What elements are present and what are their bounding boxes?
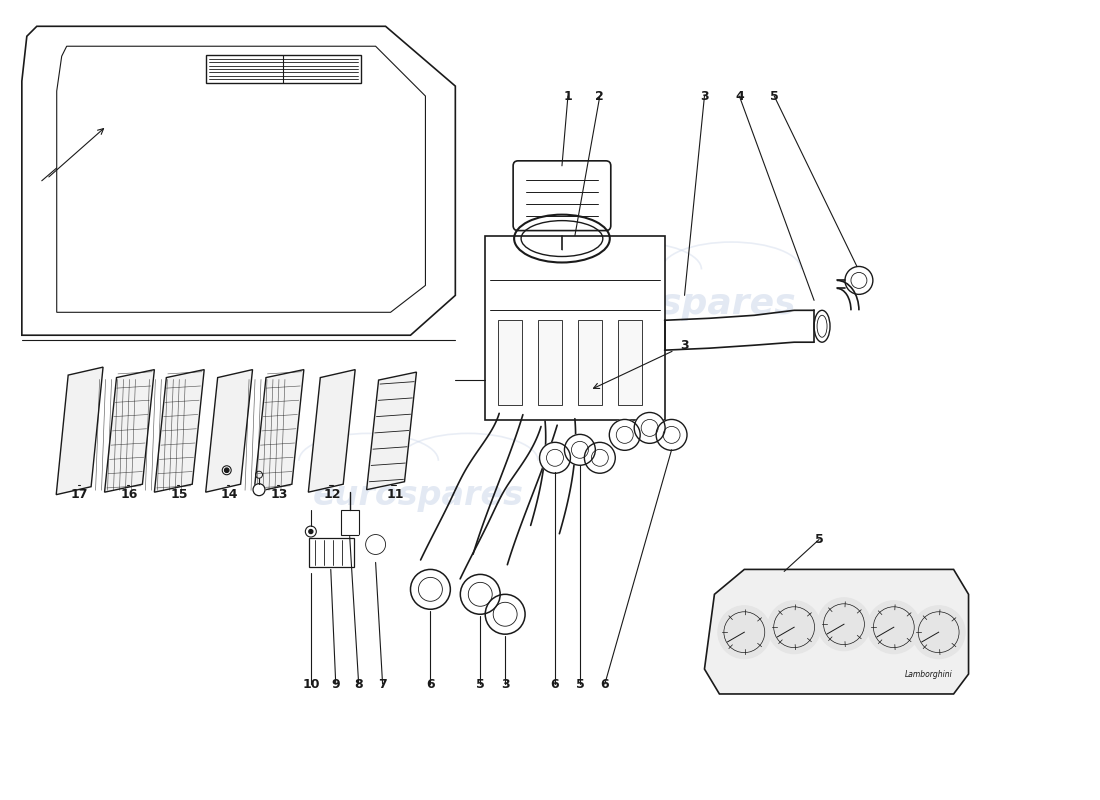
Text: 13: 13	[271, 488, 287, 501]
Circle shape	[539, 442, 571, 474]
Text: 8: 8	[354, 678, 363, 690]
Polygon shape	[57, 46, 426, 312]
Circle shape	[845, 266, 873, 294]
Circle shape	[222, 466, 231, 474]
Text: 3: 3	[680, 338, 689, 352]
Ellipse shape	[814, 310, 830, 342]
Text: 7: 7	[378, 678, 387, 690]
Bar	[485, 235, 664, 420]
Circle shape	[912, 606, 965, 658]
Polygon shape	[366, 372, 417, 490]
Circle shape	[510, 250, 530, 270]
Text: 5: 5	[575, 678, 584, 690]
Text: 3: 3	[700, 90, 708, 102]
Polygon shape	[308, 370, 355, 492]
Circle shape	[868, 601, 921, 654]
Text: 5: 5	[476, 678, 485, 690]
Text: Lamborghini: Lamborghini	[905, 670, 953, 678]
Text: 5: 5	[770, 90, 779, 102]
Text: 11: 11	[387, 488, 405, 501]
Text: eurospares: eurospares	[314, 479, 524, 512]
Text: 4: 4	[735, 90, 744, 102]
Circle shape	[718, 606, 771, 658]
Text: 14: 14	[220, 488, 238, 501]
Bar	[341, 510, 359, 534]
Circle shape	[635, 413, 666, 443]
Polygon shape	[56, 367, 103, 494]
FancyBboxPatch shape	[513, 161, 610, 230]
Polygon shape	[704, 570, 968, 694]
Circle shape	[358, 526, 394, 562]
Text: 6: 6	[426, 678, 434, 690]
Text: 10: 10	[302, 678, 320, 690]
Polygon shape	[254, 370, 304, 492]
Text: 17: 17	[70, 488, 88, 501]
Text: eurospares: eurospares	[568, 287, 796, 322]
Text: 6: 6	[551, 678, 559, 690]
Bar	[578, 320, 602, 405]
Text: 12: 12	[324, 488, 341, 501]
Text: eurospares: eurospares	[79, 287, 308, 322]
Circle shape	[590, 250, 609, 270]
Bar	[618, 320, 641, 405]
Bar	[498, 320, 522, 405]
Circle shape	[584, 442, 615, 474]
Circle shape	[817, 598, 870, 650]
Circle shape	[485, 594, 525, 634]
Circle shape	[768, 601, 821, 654]
Text: 16: 16	[121, 488, 139, 501]
Bar	[309, 538, 354, 567]
Polygon shape	[104, 370, 154, 492]
Circle shape	[224, 468, 229, 473]
Polygon shape	[154, 370, 205, 492]
Text: 2: 2	[595, 90, 604, 102]
Text: 1: 1	[563, 90, 572, 102]
Text: 3: 3	[500, 678, 509, 690]
Circle shape	[609, 419, 640, 450]
Circle shape	[460, 574, 500, 614]
Text: 9: 9	[331, 678, 340, 690]
Text: 6: 6	[601, 678, 609, 690]
Circle shape	[410, 570, 450, 610]
Text: 15: 15	[170, 488, 188, 501]
Text: 5: 5	[815, 533, 824, 546]
Circle shape	[564, 434, 595, 466]
Circle shape	[550, 250, 570, 270]
Circle shape	[656, 419, 688, 450]
Polygon shape	[22, 26, 455, 335]
Bar	[538, 320, 562, 405]
Circle shape	[309, 530, 312, 534]
Bar	[206, 55, 361, 83]
Circle shape	[253, 484, 265, 496]
Polygon shape	[206, 370, 253, 492]
